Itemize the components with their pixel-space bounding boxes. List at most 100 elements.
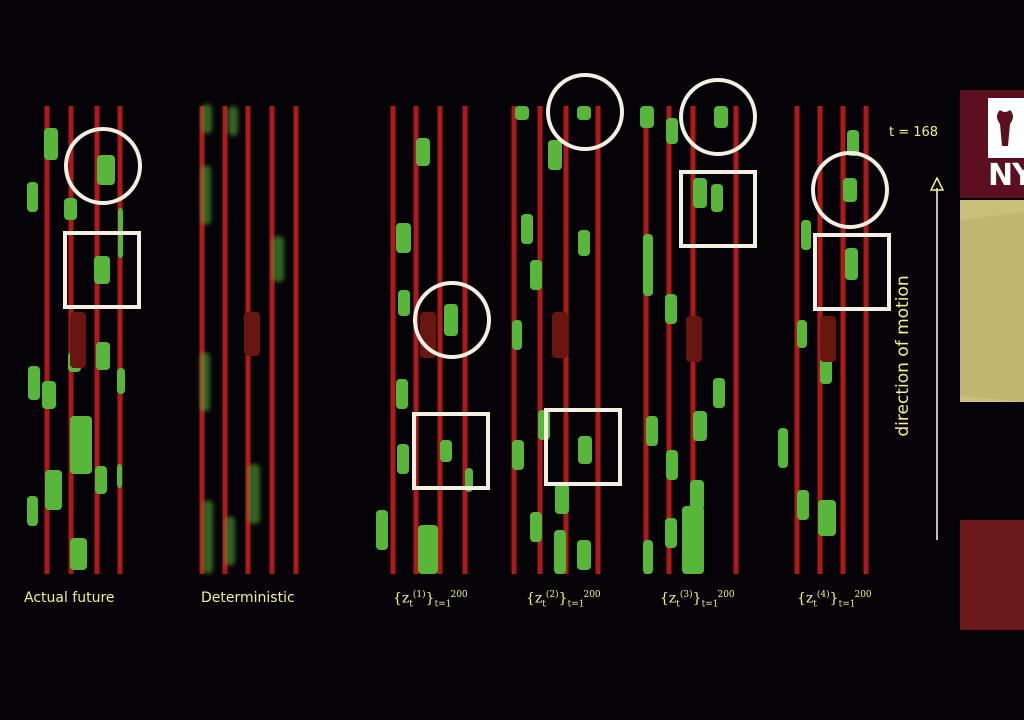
blurred-car-deterministic-1 xyxy=(228,106,238,136)
highlight-circle-actual xyxy=(64,127,142,205)
highlight-circle-z1 xyxy=(413,281,491,359)
car-z1-3 xyxy=(444,304,458,336)
car-z2-11 xyxy=(530,512,542,542)
lane-line-deterministic-4 xyxy=(293,106,299,574)
caption-deterministic: Deterministic xyxy=(201,590,295,606)
video-thumbnail-shade xyxy=(960,212,1024,402)
lane-line-z4-3 xyxy=(863,106,869,574)
car-z2-9 xyxy=(512,440,524,470)
car-actual-11 xyxy=(70,416,92,474)
highlight-circle-z2 xyxy=(546,73,624,151)
car-z1-5 xyxy=(440,440,452,462)
ego-car-z4 xyxy=(820,316,836,362)
car-actual-10 xyxy=(42,381,56,409)
car-z2-10 xyxy=(555,484,569,514)
highlight-square-z4 xyxy=(813,233,891,311)
caption-latent-4: {zt(4)}t=1200 xyxy=(797,590,872,610)
lane-line-z3-0 xyxy=(643,106,649,574)
car-z4-6 xyxy=(778,428,788,468)
car-z2-4 xyxy=(578,230,590,256)
lane-line-deterministic-3 xyxy=(269,106,275,574)
highlight-square-z1 xyxy=(412,412,490,490)
time-step-label: t = 168 xyxy=(889,125,939,140)
lane-line-z1-0 xyxy=(390,106,396,574)
car-actual-3 xyxy=(97,155,115,185)
car-z3-1 xyxy=(714,106,728,128)
car-actual-6 xyxy=(96,342,110,370)
ego-car-z2 xyxy=(552,312,568,358)
highlight-circle-z3 xyxy=(679,78,757,156)
lane-line-z1-1 xyxy=(413,106,419,574)
car-z1-2 xyxy=(398,290,410,316)
car-z2-13 xyxy=(554,530,566,574)
caption-latent-3: {zt(3)}t=1200 xyxy=(660,590,735,610)
car-z1-1 xyxy=(396,223,411,253)
lane-line-z1-3 xyxy=(462,106,468,574)
caption-actual-future: Actual future xyxy=(24,590,115,606)
car-z3-4 xyxy=(711,184,723,212)
car-z3-10 xyxy=(666,450,678,480)
highlight-square-actual xyxy=(63,231,141,309)
car-z2-6 xyxy=(512,320,522,350)
car-z2-2 xyxy=(548,140,562,170)
highlight-square-z3 xyxy=(679,170,757,248)
car-z3-3 xyxy=(693,178,707,208)
blurred-car-deterministic-2 xyxy=(201,165,211,225)
car-z3-14 xyxy=(643,540,653,574)
logo-text: NY xyxy=(988,158,1024,193)
highlight-square-z2 xyxy=(544,408,622,486)
car-z1-6 xyxy=(397,444,409,474)
car-z4-4 xyxy=(797,320,807,348)
car-z3-6 xyxy=(665,294,677,324)
lane-line-z3-1 xyxy=(666,106,672,574)
lane-line-deterministic-0 xyxy=(199,106,205,574)
caption-latent-1: {zt(1)}t=1200 xyxy=(393,590,468,610)
car-z2-12 xyxy=(577,540,591,570)
car-actual-8 xyxy=(28,366,40,400)
car-z3-13 xyxy=(682,506,704,574)
car-actual-15 xyxy=(27,496,38,526)
car-z4-8 xyxy=(818,500,836,536)
car-z4-2 xyxy=(801,220,811,250)
car-z2-3 xyxy=(521,214,533,244)
blurred-car-deterministic-3 xyxy=(272,236,284,282)
car-z1-4 xyxy=(396,379,408,409)
car-z1-9 xyxy=(418,525,438,574)
ego-car-actual xyxy=(70,312,86,368)
torch-icon xyxy=(997,110,1013,146)
blurred-car-deterministic-6 xyxy=(203,500,213,574)
car-actual-1 xyxy=(27,182,38,212)
car-actual-16 xyxy=(70,538,87,570)
car-actual-4 xyxy=(94,256,110,284)
car-actual-13 xyxy=(117,464,122,488)
car-z2-1 xyxy=(577,106,591,120)
car-z3-9 xyxy=(646,416,658,446)
car-z2-5 xyxy=(530,260,542,290)
car-actual-2 xyxy=(64,198,77,220)
lane-line-z4-2 xyxy=(840,106,846,574)
blurred-car-deterministic-4 xyxy=(200,352,210,412)
lane-line-actual-2 xyxy=(94,106,100,574)
highlight-circle-z4 xyxy=(811,151,889,229)
caption-latent-2: {zt(2)}t=1200 xyxy=(526,590,601,610)
car-z3-12 xyxy=(665,518,677,548)
car-z3-5 xyxy=(643,234,653,296)
car-z4-0 xyxy=(847,130,859,156)
car-z1-0 xyxy=(416,138,430,166)
car-z1-8 xyxy=(376,510,388,550)
car-z3-8 xyxy=(693,411,707,441)
lane-line-z3-3 xyxy=(733,106,739,574)
car-actual-0 xyxy=(44,128,58,160)
car-z3-11 xyxy=(690,480,704,510)
lane-line-deterministic-1 xyxy=(222,106,228,574)
ego-car-deterministic xyxy=(244,312,260,356)
car-actual-14 xyxy=(45,470,62,510)
car-z2-8 xyxy=(578,436,592,464)
car-z4-3 xyxy=(845,248,858,280)
car-z4-7 xyxy=(797,490,809,520)
video-thumbnail-bottom xyxy=(960,520,1024,630)
lane-line-actual-0 xyxy=(44,106,50,574)
car-z3-0 xyxy=(640,106,654,128)
car-z4-1 xyxy=(843,178,857,202)
